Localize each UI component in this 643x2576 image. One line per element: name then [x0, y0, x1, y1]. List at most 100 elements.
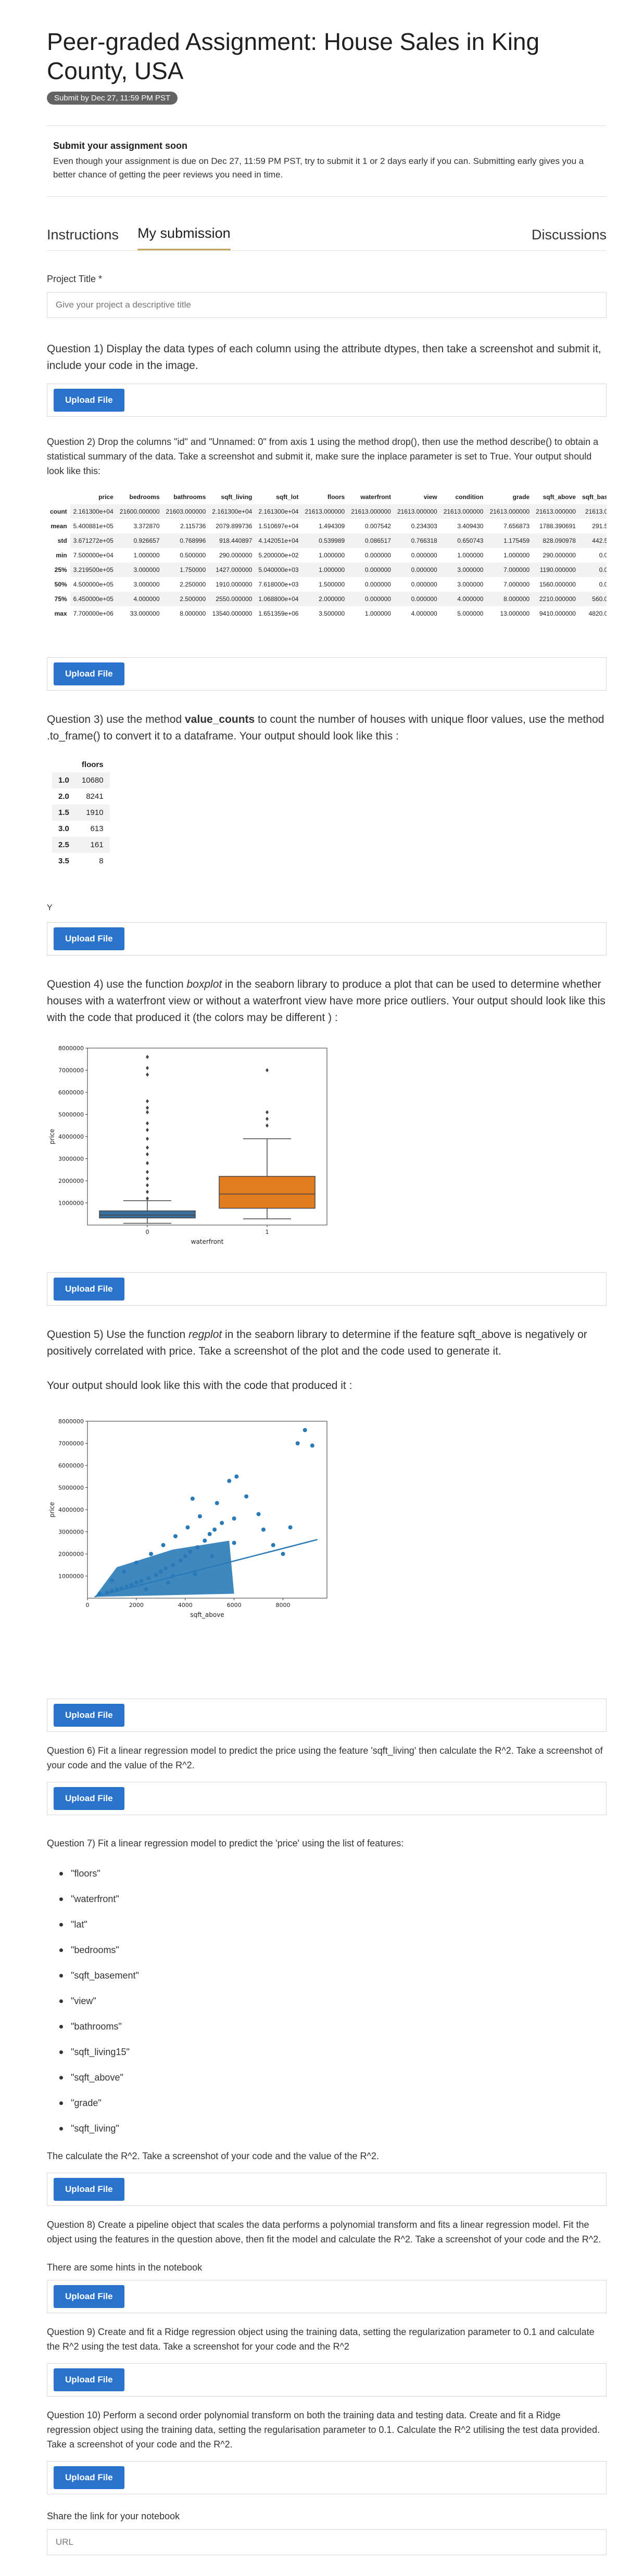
tab-instructions[interactable]: Instructions — [47, 227, 119, 243]
scatter-point — [134, 1561, 138, 1565]
table-cell: 1.000000 — [364, 610, 391, 617]
scatter-point — [185, 1525, 190, 1529]
table-cell: 0.500000 — [180, 552, 206, 559]
table-cell: 7.656873 — [503, 522, 530, 530]
table-cell: 1788.390691 — [539, 522, 576, 530]
list-item: "sqft_above" — [59, 2072, 607, 2083]
question-4-text: Question 4) use the function boxplot in … — [47, 978, 606, 1024]
y-tick-label: 6000000 — [58, 1462, 84, 1469]
scatter-point — [188, 1549, 193, 1554]
scatter-point — [210, 1554, 215, 1559]
table-cell: 2210.000000 — [533, 592, 579, 606]
table-cell: 0.0 — [599, 552, 607, 559]
y-tick-label: 1000000 — [58, 1573, 84, 1580]
table-cell: 21613.0 — [578, 504, 607, 519]
list-item: "bathrooms" — [59, 2021, 607, 2032]
question-8-text: Question 8) Create a pipeline object tha… — [47, 2220, 601, 2245]
table-cell: 1.494309 — [319, 522, 345, 530]
tab-discussions[interactable]: Discussions — [531, 227, 607, 243]
upload-file-button[interactable]: Upload File — [54, 2368, 124, 2391]
scatter-point — [203, 1538, 207, 1543]
row-label: min — [56, 552, 67, 559]
outlier-point — [146, 1190, 149, 1194]
y-tick-label: 3000000 — [58, 1529, 84, 1536]
table-cell: 21613.000000 — [348, 504, 394, 519]
list-item: "sqft_living15" — [59, 2047, 607, 2058]
table-cell: 2079.899736 — [216, 522, 253, 530]
table-cell: 10680 — [75, 772, 110, 788]
question-9-text: Question 9) Create and fit a Ridge regre… — [47, 2327, 595, 2352]
scatter-point — [310, 1443, 314, 1448]
describe-column-header — [47, 490, 70, 504]
outlier-point — [146, 1145, 149, 1150]
upload-file-button[interactable]: Upload File — [54, 2285, 124, 2308]
table-row: 3.0 613 — [52, 821, 110, 837]
table-cell: 0.086517 — [348, 533, 394, 548]
table-cell: 0.000000 — [411, 581, 437, 588]
table-cell: 8.000000 — [180, 610, 206, 617]
upload-file-button[interactable]: Upload File — [54, 2466, 124, 2489]
share-link-label: Share the link for your notebook — [47, 2511, 180, 2521]
outlier-point — [146, 1110, 149, 1115]
question-8-upload: Upload File — [47, 2280, 607, 2313]
question-3-text: Question 3) use the method value_counts … — [47, 713, 604, 742]
x-tick-label: 1 — [266, 1229, 269, 1235]
table-cell: 0.000000 — [348, 592, 394, 606]
describe-table-wrap: price bedrooms bathrooms sqft_living sqft_lo… — [47, 478, 607, 621]
table-row: min 7.500000e+04 1.000000 0.500000 290.00000… — [47, 548, 607, 563]
y-tick-label: 7000000 — [58, 1067, 84, 1074]
upload-file-button[interactable]: Upload File — [54, 1278, 124, 1300]
row-label: 75% — [54, 595, 67, 603]
upload-file-button[interactable]: Upload File — [54, 927, 124, 950]
notebook-url-input[interactable] — [47, 2529, 607, 2555]
row-label: 50% — [54, 581, 67, 588]
describe-column-header: waterfront — [360, 493, 391, 501]
table-cell: 2550.000000 — [209, 592, 256, 606]
table-cell: 6.450000e+05 — [70, 592, 117, 606]
scatter-point — [227, 1478, 232, 1483]
table-cell: 442.5 — [578, 533, 607, 548]
question-7-text: Question 7) Fit a linear regression mode… — [47, 1838, 404, 1848]
question-6-text: Question 6) Fit a linear regression mode… — [47, 1745, 603, 1770]
describe-column-header: sqft_above — [543, 493, 576, 501]
upload-file-button[interactable]: Upload File — [54, 1787, 124, 1810]
table-cell: 1.000000 — [133, 552, 160, 559]
table-row: 2.0 8241 — [52, 788, 110, 805]
table-row: 1.5 1910 — [52, 805, 110, 821]
tab-my-submission[interactable]: My submission — [137, 225, 231, 250]
scatter-point — [244, 1494, 249, 1499]
scatter-point — [197, 1514, 202, 1519]
scatter-point — [144, 1587, 148, 1591]
describe-column-header: price — [98, 493, 114, 501]
table-cell: 4.000000 — [440, 592, 487, 606]
table-cell: 8.000000 — [486, 592, 533, 606]
table-cell: 21603.000000 — [162, 504, 209, 519]
table-cell: 7.000000 — [486, 563, 533, 577]
describe-column-header: sqft_living — [221, 493, 253, 501]
question-7-upload: Upload File — [47, 2173, 607, 2206]
upload-file-button[interactable]: Upload File — [54, 389, 124, 412]
y-axis-label: price — [48, 1129, 56, 1144]
table-cell: 2.250000 — [180, 581, 206, 588]
scatter-point — [146, 1576, 151, 1580]
outlier-point — [146, 1105, 149, 1110]
table-cell: 8 — [99, 857, 104, 865]
upload-file-button[interactable]: Upload File — [54, 662, 124, 685]
table-cell: 1.000000 — [301, 563, 348, 577]
table-cell: 8241 — [86, 792, 104, 801]
question-5-subtext: Your output should look like this with t… — [47, 1380, 352, 1392]
features-list: "floors" "waterfront" "lat" "bedrooms" "sqft… — [47, 1868, 607, 2134]
scatter-point — [173, 1534, 178, 1538]
upload-file-button[interactable]: Upload File — [54, 2178, 124, 2201]
scatter-point — [163, 1566, 168, 1571]
boxplot-chart: 1000000 2000000 3000000 4000000 5000000 60000… — [48, 1045, 327, 1245]
table-cell: 1910.000000 — [216, 581, 253, 588]
deadline-notice: Submit your assignment soon Even though … — [47, 125, 607, 197]
table-cell: 1.068800e+04 — [255, 592, 302, 606]
table-cell: 1.651359e+06 — [258, 610, 299, 617]
table-cell: 2.500000 — [162, 592, 209, 606]
upload-file-button[interactable]: Upload File — [54, 1704, 124, 1727]
table-cell: 0.000000 — [411, 552, 437, 559]
project-title-input[interactable] — [47, 292, 607, 318]
project-title-label: Project Title * — [47, 274, 103, 284]
